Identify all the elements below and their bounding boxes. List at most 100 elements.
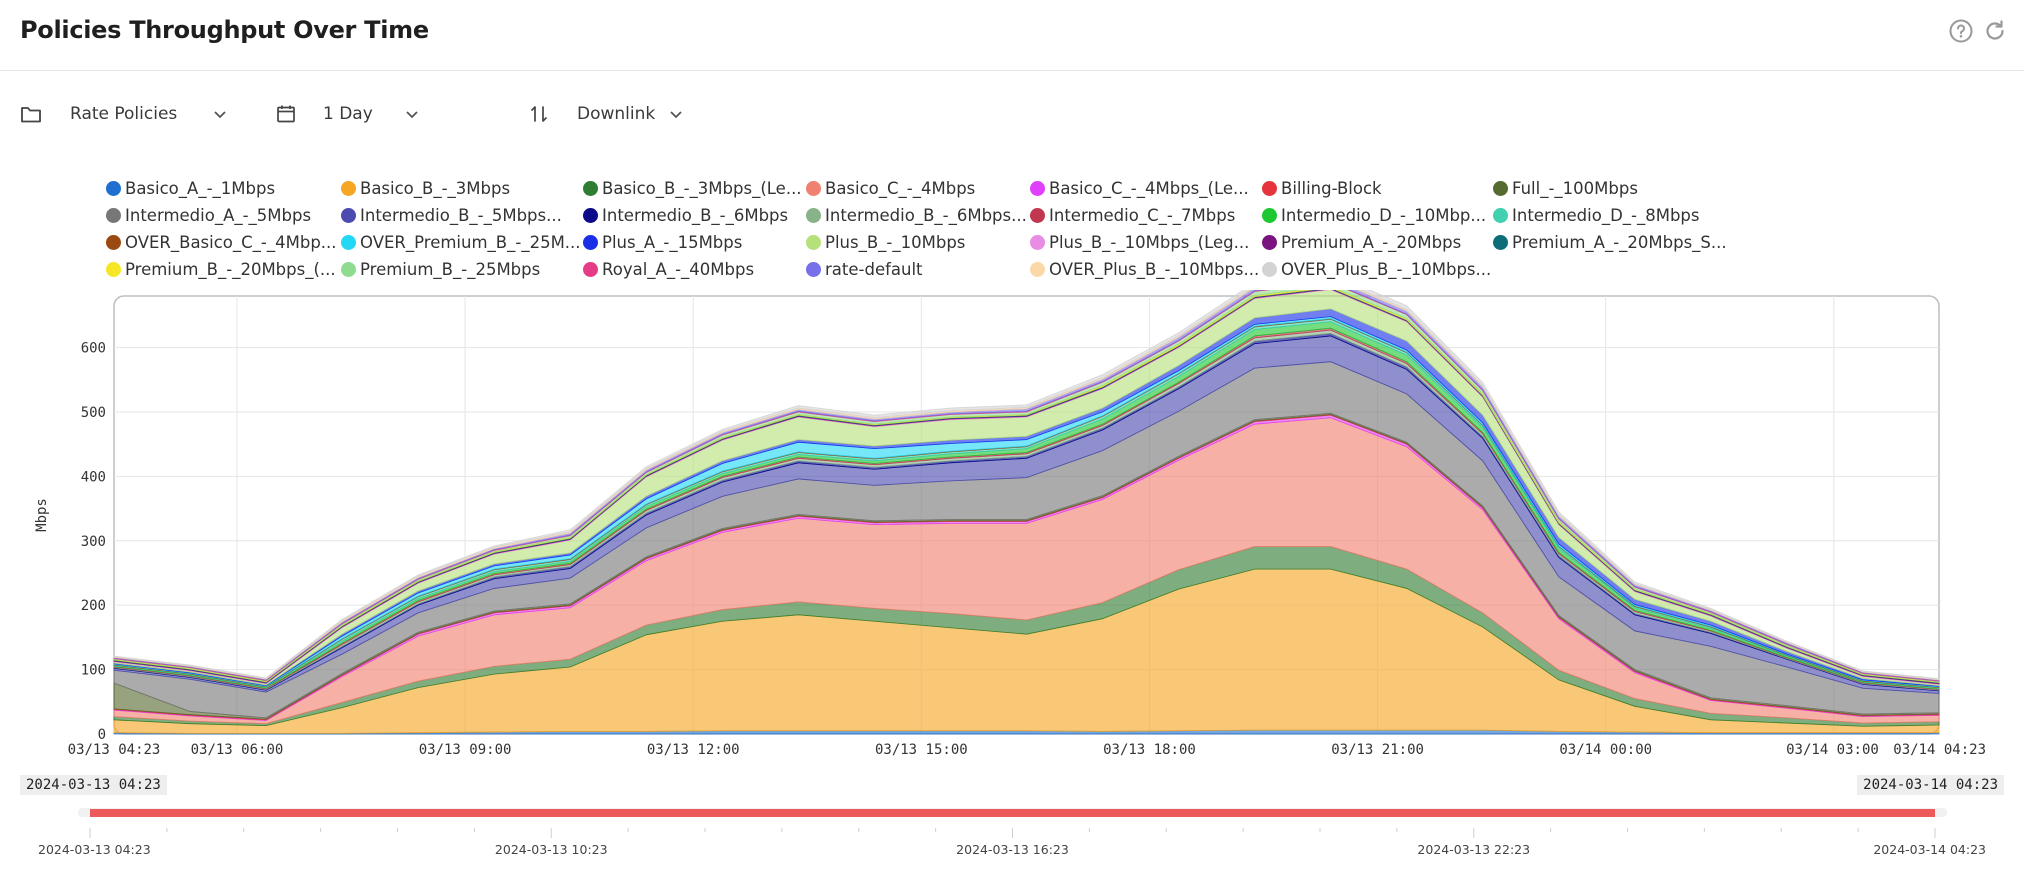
folder-icon bbox=[21, 107, 41, 123]
direction-icon-wrap bbox=[530, 96, 548, 132]
x-tick-label: 03/14 00:00 bbox=[1559, 742, 1652, 758]
legend-item[interactable]: Intermedio_C_-_7Mbps bbox=[1030, 203, 1235, 227]
legend-swatch bbox=[583, 234, 598, 250]
chart-legend: Basico_A_-_1Mbps Basico_B_-_3Mbps Basico_B… bbox=[106, 176, 1766, 288]
legend-item[interactable]: Billing-Block bbox=[1262, 176, 1382, 200]
legend-swatch bbox=[583, 261, 598, 277]
legend-item[interactable]: Plus_B_-_10Mbps bbox=[806, 230, 965, 254]
legend-item[interactable]: Intermedio_D_-_10Mbp... bbox=[1262, 203, 1486, 227]
x-tick-label: 03/13 15:00 bbox=[875, 742, 968, 758]
x-tick-label: 03/13 18:00 bbox=[1103, 742, 1196, 758]
legend-label: Intermedio_D_-_8Mbps bbox=[1512, 205, 1700, 225]
legend-label: OVER_Plus_B_-_10Mbps... bbox=[1281, 259, 1492, 279]
legend-label: OVER_Plus_B_-_10Mbps... bbox=[1049, 259, 1260, 279]
legend-label: Plus_B_-_10Mbps bbox=[825, 232, 966, 252]
help-circle-icon[interactable] bbox=[1948, 18, 1974, 44]
legend-swatch bbox=[106, 207, 121, 223]
legend-swatch bbox=[1493, 180, 1508, 196]
range-start-label: 2024-03-13 04:23 bbox=[20, 775, 167, 795]
policy-type-label: Rate Policies bbox=[70, 104, 178, 124]
legend-item[interactable]: Basico_A_-_1Mbps bbox=[106, 176, 275, 200]
legend-item[interactable]: Premium_A_-_20Mbps_S... bbox=[1493, 230, 1727, 254]
filter-toolbar: Rate Policies 1 Day Downlink bbox=[0, 96, 900, 136]
legend-item[interactable]: Premium_A_-_20Mbps bbox=[1262, 230, 1461, 254]
legend-item[interactable]: Royal_A_-_40Mbps bbox=[583, 257, 754, 281]
chevron-down-icon bbox=[670, 111, 682, 119]
legend-item[interactable]: Intermedio_B_-_6Mbps bbox=[583, 203, 788, 227]
legend-swatch bbox=[1030, 261, 1045, 277]
brush-time-label: 2024-03-13 22:23 bbox=[1417, 842, 1530, 857]
chevron-down-icon bbox=[214, 111, 226, 119]
legend-label: Basico_C_-_4Mbps bbox=[825, 178, 976, 198]
legend-item[interactable]: Premium_B_-_25Mbps bbox=[341, 257, 540, 281]
legend-item[interactable]: Premium_B_-_20Mbps_(... bbox=[106, 257, 336, 281]
legend-label: Basico_A_-_1Mbps bbox=[125, 178, 276, 198]
legend-label: Intermedio_B_-_5Mbps... bbox=[360, 205, 562, 225]
legend-swatch bbox=[583, 180, 598, 196]
x-tick-label: 03/13 21:00 bbox=[1331, 742, 1424, 758]
legend-swatch bbox=[341, 261, 356, 277]
legend-item[interactable]: Intermedio_B_-_5Mbps... bbox=[341, 203, 562, 227]
legend-label: Plus_B_-_10Mbps_(Leg... bbox=[1049, 232, 1250, 252]
swap-vertical-icon bbox=[531, 106, 547, 122]
legend-item[interactable]: OVER_Plus_B_-_10Mbps... bbox=[1262, 257, 1492, 281]
legend-item[interactable]: Basico_B_-_3Mbps_(Le... bbox=[583, 176, 802, 200]
calendar-icon bbox=[277, 105, 295, 123]
y-tick-label: 300 bbox=[81, 534, 106, 550]
legend-item[interactable]: Basico_B_-_3Mbps bbox=[341, 176, 510, 200]
legend-item[interactable]: Intermedio_D_-_8Mbps bbox=[1493, 203, 1700, 227]
legend-swatch bbox=[1262, 180, 1277, 196]
y-tick-label: 200 bbox=[81, 598, 106, 614]
area-series[interactable] bbox=[113, 290, 1940, 680]
x-tick-label: 03/13 09:00 bbox=[419, 742, 512, 758]
legend-item[interactable]: Basico_C_-_4Mbps bbox=[806, 176, 975, 200]
legend-item[interactable]: Plus_B_-_10Mbps_(Leg... bbox=[1030, 230, 1249, 254]
period-select[interactable]: 1 Day bbox=[323, 96, 373, 132]
y-tick-label: 0 bbox=[98, 727, 106, 743]
legend-label: Full_-_100Mbps bbox=[1512, 178, 1638, 198]
x-tick-label: 03/14 04:23 bbox=[1893, 742, 1986, 758]
direction-select[interactable]: Downlink bbox=[577, 96, 655, 132]
brush-time-label: 2024-03-13 16:23 bbox=[956, 842, 1069, 857]
legend-swatch bbox=[1262, 261, 1277, 277]
y-tick-label: 400 bbox=[81, 469, 106, 485]
stacked-area-chart: 0 100 200 300 400 500 600 Mbps 03/13 04:23 03/13 … bbox=[34, 290, 1986, 758]
legend-label: Intermedio_A_-_5Mbps bbox=[125, 205, 312, 225]
legend-item[interactable]: Intermedio_B_-_6Mbps... bbox=[806, 203, 1027, 227]
legend-swatch bbox=[106, 261, 121, 277]
legend-item[interactable]: rate-default bbox=[806, 257, 923, 281]
legend-swatch bbox=[106, 234, 121, 250]
legend-label: Basico_B_-_3Mbps_(Le... bbox=[602, 178, 802, 198]
calendar-icon-wrap bbox=[276, 96, 296, 132]
period-dropdown[interactable] bbox=[404, 96, 420, 132]
brush-time-label: 2024-03-13 10:23 bbox=[495, 842, 608, 857]
legend-swatch bbox=[583, 207, 598, 223]
x-tick-label: 03/13 04:23 bbox=[68, 742, 161, 758]
legend-swatch bbox=[341, 234, 356, 250]
brush-time-label: 2024-03-14 04:23 bbox=[1873, 842, 1986, 857]
policy-type-select[interactable]: Rate Policies bbox=[70, 96, 177, 132]
legend-label: OVER_Basico_C_-_4Mbp... bbox=[125, 232, 337, 252]
legend-item[interactable]: OVER_Plus_B_-_10Mbps... bbox=[1030, 257, 1260, 281]
legend-item[interactable]: Intermedio_A_-_5Mbps bbox=[106, 203, 311, 227]
legend-item[interactable]: Full_-_100Mbps bbox=[1493, 176, 1638, 200]
legend-item[interactable]: OVER_Premium_B_-_25M... bbox=[341, 230, 581, 254]
legend-label: Premium_B_-_25Mbps bbox=[360, 259, 541, 279]
legend-swatch bbox=[1030, 234, 1045, 250]
legend-label: Premium_A_-_20Mbps bbox=[1281, 232, 1462, 252]
legend-label: Intermedio_B_-_6Mbps bbox=[602, 205, 789, 225]
legend-swatch bbox=[806, 234, 821, 250]
time-range-brush[interactable]: 2024-03-13 04:23 2024-03-13 10:23 2024-03-… bbox=[0, 770, 2024, 879]
legend-item[interactable]: Basico_C_-_4Mbps_(Le... bbox=[1030, 176, 1249, 200]
y-axis-label: Mbps bbox=[34, 498, 50, 532]
refresh-icon[interactable] bbox=[1982, 18, 2008, 44]
x-tick-label: 03/13 06:00 bbox=[191, 742, 284, 758]
legend-swatch bbox=[1030, 207, 1045, 223]
policy-type-dropdown[interactable] bbox=[212, 96, 228, 132]
brush-selection[interactable] bbox=[90, 809, 1935, 817]
direction-dropdown[interactable] bbox=[668, 96, 684, 132]
legend-item[interactable]: Plus_A_-_15Mbps bbox=[583, 230, 742, 254]
legend-item[interactable]: OVER_Basico_C_-_4Mbp... bbox=[106, 230, 337, 254]
y-tick-label: 100 bbox=[81, 663, 106, 679]
page-title: Policies Throughput Over Time bbox=[20, 16, 429, 44]
